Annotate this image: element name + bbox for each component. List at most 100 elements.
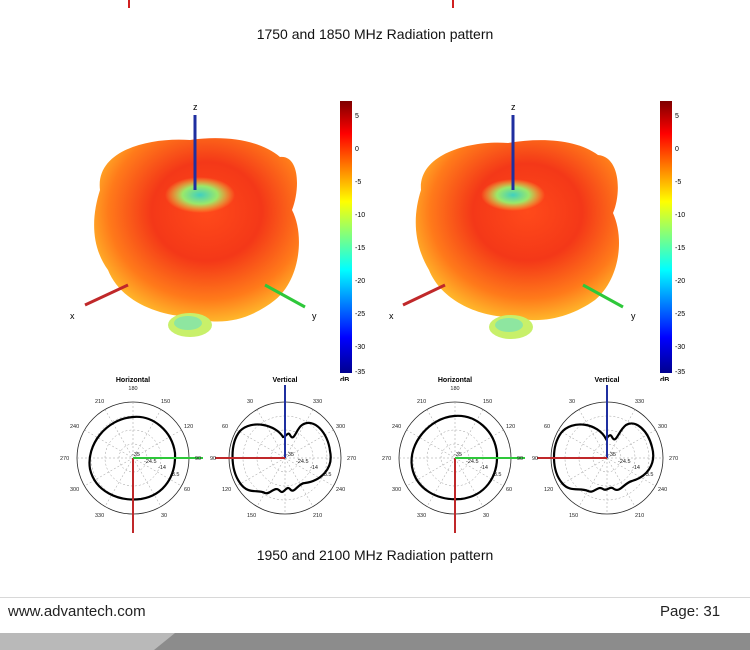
ring-label: -3.5	[644, 472, 653, 478]
ring-label: -3.5	[322, 472, 331, 478]
footer-url[interactable]: www.advantech.com	[8, 603, 146, 620]
h-angle: 90	[195, 456, 201, 462]
h-angle: 120	[184, 424, 193, 430]
polar-vertical-left: Vertical 330 300 270 240 210 150 120 90 …	[210, 377, 356, 519]
top-red-mark-right	[452, 0, 454, 8]
ring-label: -3.5	[492, 472, 501, 478]
h-angle: 300	[70, 487, 79, 493]
v-angle: 300	[336, 424, 345, 430]
radiation-3d-right: z x y	[389, 102, 636, 339]
v-angle: 60	[544, 424, 550, 430]
h-angle: 240	[70, 424, 79, 430]
cb-tick-left-5: -20	[355, 278, 365, 285]
h-angle: 180	[450, 386, 459, 392]
ring-label: -24.5	[618, 459, 631, 465]
h-angle: 300	[392, 487, 401, 493]
v-angle: 210	[635, 513, 644, 519]
v-angle: 210	[313, 513, 322, 519]
ring-label: -24.5	[466, 459, 479, 465]
footer-divider	[0, 597, 750, 598]
polar-title: Vertical	[273, 377, 298, 384]
cb-tick-left-4: -15	[355, 245, 365, 252]
ring-label: -35	[454, 452, 462, 458]
cb-tick-right-3: -10	[675, 212, 685, 219]
cb-tick-right-4: -15	[675, 245, 685, 252]
v-angle: 120	[544, 487, 553, 493]
h-angle: 330	[417, 513, 426, 519]
h-angle: 30	[483, 513, 489, 519]
cb-tick-right-6: -25	[675, 311, 685, 318]
cb-tick-right-1: 0	[675, 146, 679, 153]
cb-tick-left-8: -35	[355, 369, 365, 376]
v-angle: 60	[222, 424, 228, 430]
y-label-right: y	[631, 311, 636, 321]
cb-tick-right-0: 5	[675, 113, 679, 120]
ring-label: -14	[480, 465, 488, 471]
h-angle: 330	[95, 513, 104, 519]
radiation-3d-left: z x y	[70, 102, 317, 337]
v-angle: 30	[247, 399, 253, 405]
polar-title: Vertical	[595, 377, 620, 384]
v-angle: 30	[569, 399, 575, 405]
cb-unit-left: dB	[340, 377, 349, 381]
v-angle: 90	[210, 456, 216, 462]
cb-tick-left-1: 0	[355, 146, 359, 153]
ring-label: -35	[132, 452, 140, 458]
v-angle: 300	[658, 424, 667, 430]
h-angle: 210	[417, 399, 426, 405]
x-axis-right	[402, 283, 446, 307]
v-angle: 270	[669, 456, 678, 462]
ring-label: -14	[158, 465, 166, 471]
v-angle: 330	[313, 399, 322, 405]
z-label-left: z	[193, 102, 198, 112]
y-axis-right	[582, 283, 624, 309]
ring-label: -24.5	[296, 459, 309, 465]
v-angle: 270	[347, 456, 356, 462]
cb-tick-right-8: -35	[675, 369, 685, 376]
ring-label: -35	[608, 452, 616, 458]
h-angle: 210	[95, 399, 104, 405]
h-angle: 60	[506, 487, 512, 493]
v-angle: 240	[658, 487, 667, 493]
h-angle: 150	[483, 399, 492, 405]
h-angle: 240	[392, 424, 401, 430]
polar-vertical-right: Vertical 330 300 270 240 210 150 120 90 …	[532, 377, 678, 519]
h-angle: 60	[184, 487, 190, 493]
ring-label: -35	[286, 452, 294, 458]
polar-title: Horizontal	[438, 377, 472, 384]
cb-tick-right-5: -20	[675, 278, 685, 285]
cb-tick-left-3: -10	[355, 212, 365, 219]
v-angle: 150	[247, 513, 256, 519]
h-angle: 270	[60, 456, 69, 462]
top-red-mark-left	[128, 0, 130, 8]
cb-tick-left-7: -30	[355, 344, 365, 351]
y-label-left: y	[312, 311, 317, 321]
polar-horizontal-right: Horizontal 180 150 120 90 60 30 330 300 …	[382, 377, 525, 533]
x-label-right: x	[389, 311, 394, 321]
h-angle: 90	[517, 456, 523, 462]
ring-label: -14	[632, 465, 640, 471]
cb-tick-left-2: -5	[355, 179, 361, 186]
cb-tick-right-2: -5	[675, 179, 681, 186]
v-angle: 330	[635, 399, 644, 405]
y-axis-left	[264, 283, 306, 309]
polar-title: Horizontal	[116, 377, 150, 384]
footer-bar-accent	[0, 633, 175, 650]
h-angle: 180	[128, 386, 137, 392]
ring-label: -3.5	[170, 472, 179, 478]
caption-bottom: 1950 and 2100 MHz Radiation pattern	[256, 547, 494, 563]
v-angle: 120	[222, 487, 231, 493]
footer-bar	[0, 633, 750, 650]
x-label-left: x	[70, 311, 75, 321]
caption-top: 1750 and 1850 MHz Radiation pattern	[256, 26, 494, 42]
v-angle: 240	[336, 487, 345, 493]
cb-tick-left-6: -25	[355, 311, 365, 318]
cb-tick-left-0: 5	[355, 113, 359, 120]
ring-label: -24.5	[144, 459, 157, 465]
h-angle: 120	[506, 424, 515, 430]
polar-horizontal-left: Horizontal 180 150 120 90 60 30 330 300 …	[60, 377, 203, 533]
v-angle: 150	[569, 513, 578, 519]
cb-unit-right: dB	[660, 377, 669, 381]
colorbar-right: 5 0 -5 -10 -15 -20 -25 -30 -35 dB	[660, 101, 685, 381]
x-axis-left	[84, 283, 129, 307]
